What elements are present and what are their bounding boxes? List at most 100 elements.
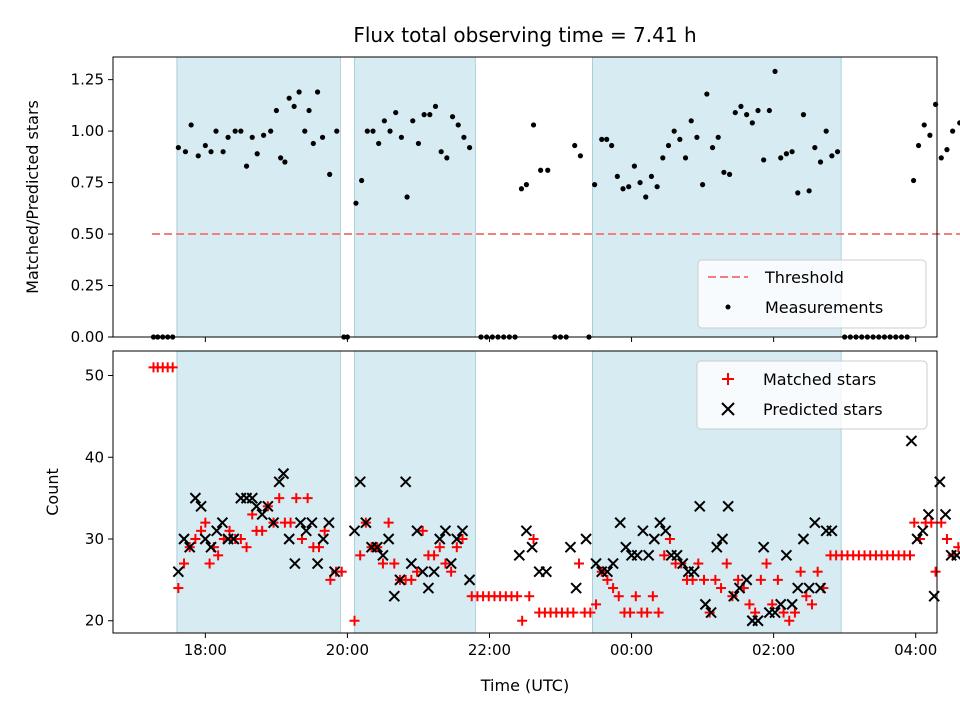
matched-star-point <box>716 583 727 594</box>
predicted-star-point <box>178 533 190 545</box>
y-tick-label: 1.00 <box>71 122 104 140</box>
matched-star-point <box>750 607 761 618</box>
chart-title: Flux total observing time = 7.41 h <box>353 23 696 47</box>
predicted-star-point <box>434 533 446 545</box>
predicted-star-point <box>216 516 229 529</box>
measurement-point <box>789 149 795 155</box>
matched-star-point <box>784 615 795 626</box>
predicted-star-point <box>620 541 632 553</box>
predicted-star-point <box>199 533 212 545</box>
matched-star-point <box>235 534 246 544</box>
predicted-star-point <box>172 565 185 578</box>
predicted-star-point <box>277 467 290 480</box>
matched-star-point <box>434 542 445 553</box>
y-tick-label: 0.25 <box>71 277 104 295</box>
matched-star-point <box>608 583 619 594</box>
matched-star-point <box>446 566 457 577</box>
measurement-point <box>314 89 321 95</box>
measurement-point <box>461 134 467 140</box>
measurement-point <box>749 120 755 126</box>
x-tick-label: 18:00 <box>184 641 227 659</box>
measurement-point <box>709 144 716 151</box>
measurement-point <box>688 118 694 124</box>
measurement-point <box>817 159 824 165</box>
measurement-point <box>220 149 226 155</box>
predicted-star-point <box>306 516 318 529</box>
predicted-star-point <box>520 525 533 537</box>
measurement-point <box>944 147 950 153</box>
measurement-point <box>637 179 643 186</box>
matched-star-point <box>440 558 451 569</box>
matched-star-point <box>512 591 523 602</box>
y-tick-label: 1.25 <box>71 71 104 89</box>
predicted-star-point <box>654 516 666 529</box>
measurement-point <box>364 128 370 134</box>
count-y-axis-label: Count <box>43 468 62 516</box>
matched-star-point <box>772 574 783 585</box>
matched-star-point <box>613 591 624 602</box>
predicted-star-point <box>399 476 412 488</box>
matched-star-point <box>517 615 528 626</box>
measurement-point <box>665 142 672 149</box>
predicted-star-point <box>256 508 268 521</box>
y-tick-label: 30 <box>85 530 104 548</box>
matched-star-point <box>257 525 268 536</box>
measurement-point <box>660 155 666 161</box>
y-tick-label: 50 <box>85 367 104 385</box>
measurement-point <box>755 107 761 114</box>
predicted-star-point <box>671 549 683 562</box>
measurement-point <box>449 114 456 120</box>
predicted-star-point <box>601 565 614 578</box>
measurement-point <box>334 128 340 134</box>
measurement-point <box>518 186 525 192</box>
predicted-star-point <box>752 615 764 627</box>
measurement-point <box>921 122 927 128</box>
measurement-point <box>726 171 733 177</box>
matched-star-point <box>451 542 462 553</box>
matched-star-point <box>602 574 613 585</box>
predicted-star-point <box>189 492 202 504</box>
measurement-point <box>626 184 632 190</box>
matched-star-point <box>355 550 366 561</box>
predicted-star-point <box>463 574 476 586</box>
predicted-star-point <box>676 557 689 570</box>
matched-star-point <box>812 566 823 577</box>
measurement-point <box>432 103 439 110</box>
measurement-point <box>704 91 710 97</box>
matched-star-point <box>930 566 941 577</box>
measurement-point <box>225 134 231 140</box>
measurement-point <box>302 128 308 134</box>
measurement-point <box>682 155 689 161</box>
measurement-point <box>783 151 790 157</box>
measurement-point <box>834 149 841 155</box>
measurement-point <box>182 149 189 155</box>
measurement-point <box>738 103 744 110</box>
predicted-star-point <box>382 533 395 545</box>
measurement-point <box>466 144 473 151</box>
matched-star-point <box>710 574 721 585</box>
predicted-star-point <box>905 435 918 447</box>
measurement-point <box>620 186 626 192</box>
matched-star-point <box>630 591 641 602</box>
measurement-point <box>938 155 944 161</box>
x-tick-label: 22:00 <box>468 641 511 659</box>
count-legend-box <box>696 360 928 430</box>
predicted-star-point <box>911 533 923 545</box>
x-axis-label: Time (UTC) <box>480 676 569 695</box>
predicted-star-point <box>642 549 655 562</box>
matched-star-point <box>241 542 252 553</box>
predicted-star-point <box>694 500 706 513</box>
measurement-point <box>721 169 727 175</box>
predicted-star-point <box>769 606 781 619</box>
predicted-star-point <box>289 557 301 570</box>
legend-matched-label: Matched stars <box>763 370 876 389</box>
measurement-point <box>577 153 584 159</box>
x-tick-label: 04:00 <box>894 641 937 659</box>
count-legend: Matched stars Predicted stars <box>696 360 928 430</box>
measurement-point <box>273 107 279 114</box>
measurement-point <box>195 153 201 159</box>
ratio-legend-box <box>697 259 927 329</box>
predicted-star-point <box>648 533 660 545</box>
predicted-star-point <box>195 500 207 513</box>
predicted-star-point <box>394 574 406 586</box>
